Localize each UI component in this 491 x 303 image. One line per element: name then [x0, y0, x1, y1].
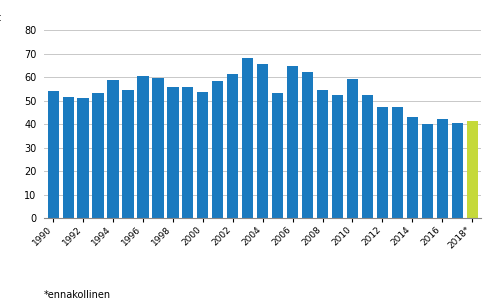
- Bar: [167, 87, 179, 218]
- Bar: [302, 72, 313, 218]
- Bar: [197, 92, 209, 218]
- Bar: [436, 119, 448, 218]
- Bar: [377, 107, 388, 218]
- Bar: [272, 92, 283, 218]
- Bar: [407, 117, 418, 218]
- Bar: [466, 122, 478, 218]
- Bar: [137, 76, 149, 218]
- Bar: [347, 79, 358, 218]
- Bar: [362, 95, 373, 218]
- Bar: [422, 124, 433, 218]
- Bar: [452, 123, 463, 218]
- Bar: [317, 90, 328, 218]
- Bar: [122, 90, 134, 218]
- Bar: [78, 98, 89, 218]
- Bar: [227, 74, 238, 218]
- Bar: [62, 97, 74, 218]
- Bar: [48, 92, 59, 218]
- Bar: [392, 107, 403, 218]
- Bar: [152, 78, 164, 218]
- Bar: [212, 81, 223, 218]
- Text: Mt: Mt: [0, 13, 1, 23]
- Text: *ennakollinen: *ennakollinen: [44, 290, 111, 300]
- Bar: [242, 58, 253, 218]
- Bar: [92, 92, 104, 218]
- Bar: [257, 64, 268, 218]
- Bar: [332, 95, 343, 218]
- Bar: [287, 66, 298, 218]
- Bar: [108, 80, 119, 218]
- Bar: [182, 87, 193, 218]
